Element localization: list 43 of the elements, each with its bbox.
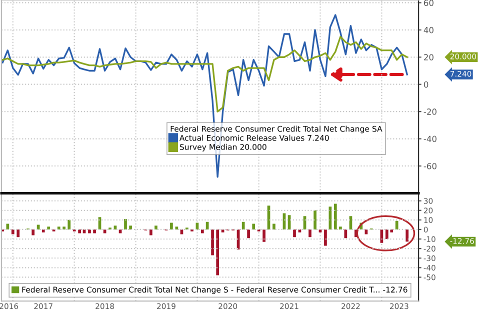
line-series <box>2 14 408 178</box>
bar <box>57 226 60 230</box>
bar <box>88 229 91 234</box>
bar <box>124 218 127 230</box>
y-tick-label: 0 <box>424 81 428 88</box>
bar <box>42 229 45 232</box>
bar <box>293 229 296 238</box>
bar <box>344 229 348 238</box>
bar <box>242 222 245 230</box>
bar <box>339 226 342 230</box>
bar <box>78 229 81 234</box>
bar <box>170 222 173 230</box>
y-tick-label: 60 <box>424 0 434 6</box>
y-tick-label: 20 <box>424 54 434 60</box>
bar <box>93 229 96 234</box>
bar <box>154 226 158 230</box>
bar <box>262 229 266 242</box>
bar <box>175 226 178 230</box>
bar <box>406 229 409 242</box>
bar <box>247 229 250 238</box>
bar <box>129 226 132 230</box>
bar <box>216 229 220 276</box>
bar <box>395 220 398 230</box>
bar <box>314 210 316 230</box>
bar <box>308 229 312 238</box>
bar <box>68 220 71 230</box>
bar <box>272 224 276 230</box>
y-tick-label: -40 <box>424 136 436 142</box>
bar <box>47 226 50 230</box>
bar <box>324 229 327 246</box>
bar <box>11 229 14 234</box>
bar <box>252 224 256 230</box>
bar <box>211 229 214 256</box>
bar <box>201 229 204 234</box>
bar <box>62 226 66 230</box>
line-series <box>2 36 408 112</box>
bar <box>149 229 152 236</box>
y-tick-label: -60 <box>424 162 436 170</box>
bar <box>32 229 35 236</box>
y-tick-label: -20 <box>424 108 436 115</box>
bar <box>334 204 337 230</box>
bar <box>16 229 20 238</box>
y-tick-label: 40 <box>424 26 434 34</box>
